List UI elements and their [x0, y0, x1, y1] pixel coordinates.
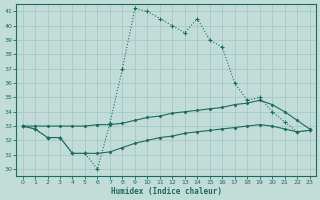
- X-axis label: Humidex (Indice chaleur): Humidex (Indice chaleur): [111, 187, 221, 196]
